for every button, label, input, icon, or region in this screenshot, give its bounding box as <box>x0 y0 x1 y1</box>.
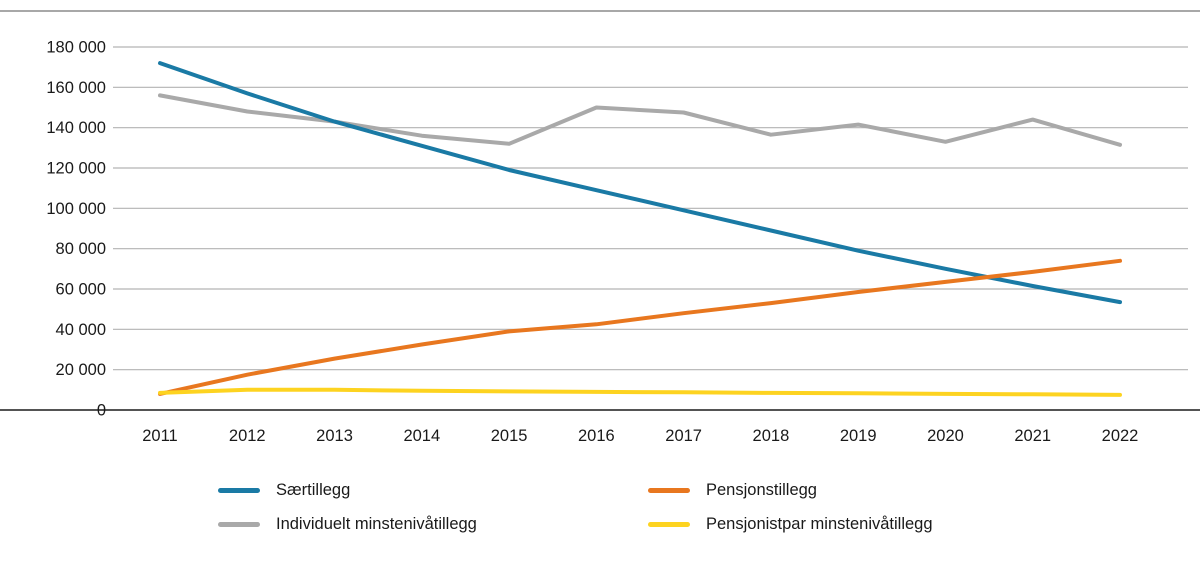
legend-label-individuelt-minstenivaatillegg: Individuelt minstenivåtillegg <box>276 514 477 533</box>
x-tick-label: 2021 <box>1014 427 1051 445</box>
series-line-1 <box>158 258 1122 396</box>
legend-label-pensjonstillegg: Pensjonstillegg <box>706 480 817 499</box>
y-tick-label: 180 000 <box>46 39 106 57</box>
legend-item-pensjonistpar-minstenivaatillegg: Pensjonistpar minstenivåtillegg <box>648 512 933 536</box>
y-tick-label: 160 000 <box>46 79 106 97</box>
x-tick-label: 2015 <box>491 427 528 445</box>
y-tick-label: 100 000 <box>46 200 106 218</box>
x-tick-label: 2013 <box>316 427 353 445</box>
series-line-0 <box>158 61 1122 305</box>
x-tick-label: 2014 <box>403 427 440 445</box>
y-tick-label: 120 000 <box>46 160 106 178</box>
chart-legend: Særtillegg Pensjonstillegg Individuelt m… <box>0 468 1200 558</box>
x-tick-label: 2017 <box>665 427 702 445</box>
x-tick-label: 2011 <box>142 427 177 445</box>
x-tick-label: 2020 <box>927 427 964 445</box>
legend-swatch-pensjonstillegg <box>648 487 690 493</box>
x-tick-label: 2022 <box>1102 427 1139 445</box>
y-tick-label: 60 000 <box>56 281 106 299</box>
legend-swatch-saertillegg <box>218 487 260 493</box>
y-tick-label: 40 000 <box>56 321 106 339</box>
series-line-3 <box>158 387 1122 397</box>
y-tick-label: 80 000 <box>56 240 106 258</box>
series-line-2 <box>158 93 1122 147</box>
legend-item-saertillegg: Særtillegg <box>218 478 350 502</box>
legend-label-pensjonistpar-minstenivaatillegg: Pensjonistpar minstenivåtillegg <box>706 514 933 533</box>
x-tick-label: 2012 <box>229 427 266 445</box>
x-tick-label: 2016 <box>578 427 615 445</box>
y-tick-label: 20 000 <box>56 361 106 379</box>
y-tick-label: 140 000 <box>46 119 106 137</box>
legend-item-pensjonstillegg: Pensjonstillegg <box>648 478 817 502</box>
legend-item-individuelt-minstenivaatillegg: Individuelt minstenivåtillegg <box>218 512 477 536</box>
legend-label-saertillegg: Særtillegg <box>276 480 351 499</box>
legend-swatch-pensjonistpar-minstenivaatillegg <box>648 521 690 527</box>
legend-swatch-individuelt-minstenivaatillegg <box>218 521 260 527</box>
x-tick-label: 2018 <box>753 427 790 445</box>
x-tick-label: 2019 <box>840 427 877 445</box>
